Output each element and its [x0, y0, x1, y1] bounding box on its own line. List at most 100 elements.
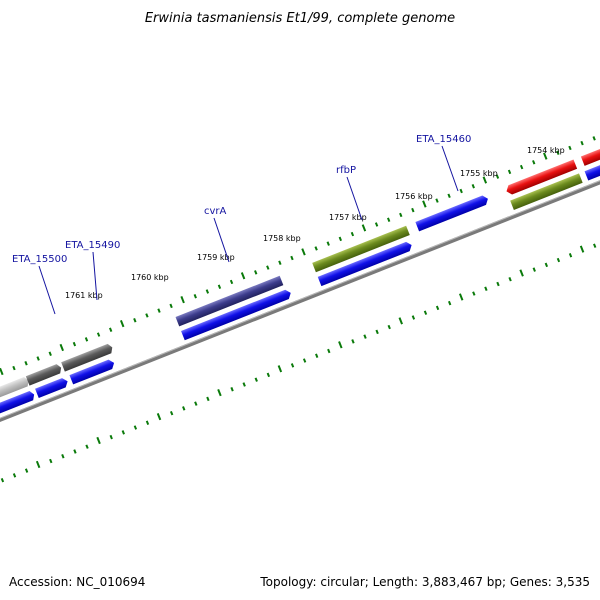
inner-ring-major-tick: [96, 436, 101, 445]
outer-ring-major-tick: [543, 152, 548, 160]
accession-text: Accession: NC_010694: [9, 575, 145, 589]
tick-label-1757: 1757 kbp: [329, 213, 367, 222]
tick-label-1758: 1758 kbp: [263, 234, 301, 243]
outer-ring-minor-tick: [350, 231, 355, 237]
inner-ring-minor-tick: [61, 454, 65, 459]
inner-ring-minor-tick: [266, 372, 271, 378]
inner-ring-minor-tick: [230, 387, 234, 392]
tick-labels: 1754 kbp 1755 kbp 1756 kbp 1757 kbp 1758…: [65, 146, 565, 300]
outer-ring-minor-tick: [133, 317, 137, 323]
outer-ring-minor-tick: [12, 365, 16, 371]
inner-ring-minor-tick: [290, 363, 295, 368]
inner-ring-minor-tick: [182, 406, 186, 411]
cds-gene-blue-4[interactable]: [181, 288, 293, 341]
outer-ring-major-tick: [0, 367, 4, 376]
inner-ring-minor-tick: [593, 243, 597, 248]
inner-ring-minor-tick: [73, 449, 77, 454]
gene-leader-eta15500: [38, 265, 56, 315]
gene-label-cvra[interactable]: cvrA: [204, 206, 227, 217]
inner-ring-minor-tick: [315, 353, 319, 358]
gene-leader-rfbp: [346, 176, 363, 221]
tick-label-1754: 1754 kbp: [527, 146, 565, 155]
cds-gene-blue-1[interactable]: [0, 390, 36, 428]
inner-ring-minor-tick: [423, 310, 428, 315]
gene-leader-eta15460: [441, 145, 459, 192]
cds-gene-red-reverse[interactable]: [505, 159, 578, 196]
inner-ring-minor-tick: [411, 315, 416, 320]
inner-ring-minor-tick: [532, 267, 536, 272]
inner-ring-major-tick: [338, 341, 343, 349]
outer-ring-minor-tick: [532, 160, 536, 165]
inner-ring-minor-tick: [327, 348, 331, 354]
cds-gene-eta15460[interactable]: [415, 194, 489, 232]
genome-track: [0, 115, 600, 487]
outer-ring-minor-tick: [459, 188, 463, 194]
outer-ring-minor-tick: [471, 183, 475, 189]
gene-leader-cvra: [213, 217, 230, 263]
inner-ring-minor-tick: [484, 286, 488, 291]
outer-ring-minor-tick: [411, 207, 415, 213]
inner-ring-minor-tick: [568, 253, 573, 258]
outer-ring-minor-tick: [217, 284, 222, 289]
inner-ring-minor-tick: [556, 257, 561, 263]
outer-ring-minor-tick: [205, 289, 210, 294]
gene-label-eta15460[interactable]: ETA_15460: [416, 134, 471, 145]
outer-ring-minor-tick: [278, 260, 282, 266]
inner-ring-major-tick: [277, 365, 283, 373]
inner-ring-minor-tick: [133, 425, 138, 430]
inner-ring-minor-tick: [24, 468, 29, 473]
outer-ring-minor-tick: [193, 294, 197, 299]
cds-gene-blue-5[interactable]: [317, 240, 414, 287]
inner-ring-minor-tick: [544, 262, 549, 268]
tick-label-1761: 1761 kbp: [65, 291, 103, 300]
outer-ring-minor-tick: [145, 313, 149, 318]
outer-ring-minor-tick: [374, 222, 379, 227]
map-title: Erwinia tasmaniensis Et1/99, complete ge…: [145, 11, 455, 26]
outer-ring-minor-tick: [507, 169, 512, 175]
inner-ring-major-tick: [156, 412, 162, 421]
inner-ring-minor-tick: [12, 473, 17, 478]
cds-gene-olive-2[interactable]: [510, 173, 583, 210]
inner-ring-minor-tick: [254, 377, 258, 382]
outer-ring-minor-tick: [435, 198, 439, 203]
outer-ring-minor-tick: [447, 193, 451, 199]
inner-ring-minor-tick: [508, 276, 512, 282]
outer-ring-minor-tick: [84, 337, 89, 342]
gene-label-eta15490[interactable]: ETA_15490: [65, 240, 120, 251]
cds-gene-blue-2[interactable]: [35, 377, 69, 399]
cds-gene-blue-6[interactable]: [584, 153, 600, 181]
outer-ring-major-tick: [59, 343, 64, 352]
outer-ring-minor-tick: [592, 136, 596, 141]
cds-gene-eta15500[interactable]: [25, 363, 63, 386]
inner-ring-minor-tick: [145, 420, 150, 425]
outer-ring-minor-tick: [568, 145, 572, 151]
inner-ring-minor-tick: [206, 396, 210, 402]
outer-ring-minor-tick: [24, 361, 28, 366]
inner-ring-minor-tick: [472, 291, 476, 296]
inner-ring-major-tick: [35, 460, 41, 469]
gene-labels: ETA_15460 rfbP cvrA ETA_15490 ETA_15500: [12, 134, 471, 315]
gene-label-rfbp[interactable]: rfbP: [336, 165, 356, 176]
tick-label-1756: 1756 kbp: [395, 192, 433, 201]
outer-ring-major-tick: [301, 248, 306, 256]
cds-gene-rfbp[interactable]: [312, 225, 410, 273]
inner-ring-minor-tick: [194, 401, 198, 406]
outer-ring-minor-tick: [495, 174, 500, 179]
inner-ring-minor-tick: [351, 339, 355, 344]
inner-ring-minor-tick: [435, 305, 440, 311]
inner-ring-minor-tick: [387, 324, 391, 330]
cds-gene-light-gray[interactable]: [0, 376, 30, 414]
cds-gene-red-reverse-2[interactable]: [580, 139, 600, 166]
inner-ring-major-tick: [398, 317, 403, 325]
gene-leader-eta15490: [92, 251, 98, 301]
inner-ring-minor-tick: [121, 430, 125, 435]
outer-ring-minor-tick: [36, 356, 40, 361]
cds-gene-blue-3[interactable]: [69, 358, 115, 385]
outer-ring-minor-tick: [519, 164, 524, 170]
cds-gene-cvra[interactable]: [175, 275, 284, 327]
cds-gene-eta15490[interactable]: [61, 343, 114, 372]
outer-ring-major-tick: [180, 296, 185, 304]
outer-ring-minor-tick: [314, 246, 318, 251]
gene-label-eta15500[interactable]: ETA_15500: [12, 254, 67, 265]
